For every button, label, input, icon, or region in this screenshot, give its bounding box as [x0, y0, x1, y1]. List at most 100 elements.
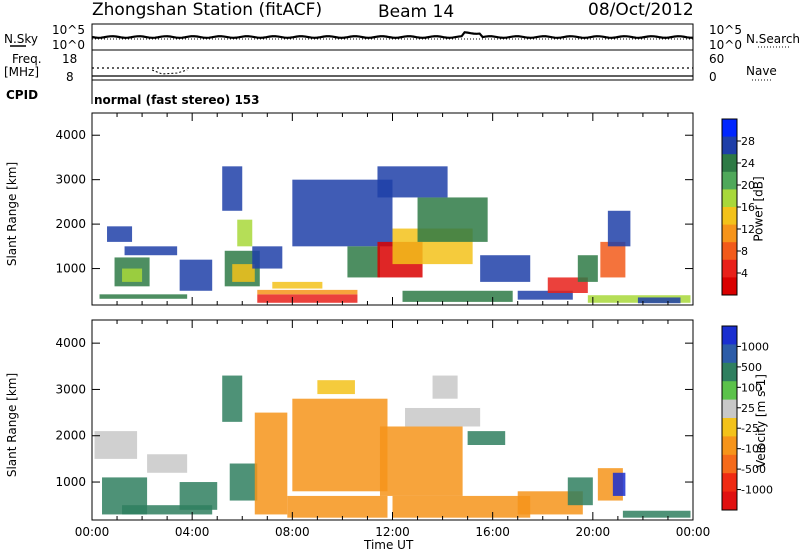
power-scatter-region — [402, 290, 513, 302]
power-scatter-region — [600, 241, 626, 278]
freq-label: Freq. — [12, 52, 42, 66]
colorbar-segment — [722, 473, 737, 493]
colorbar-segment — [722, 326, 737, 345]
colorbar-segment — [722, 259, 737, 278]
colorbar-tick-label: 16 — [741, 201, 755, 214]
x-tick-label: 12:00 — [375, 525, 410, 539]
nsky-right-tick-bottom: 10^0 — [709, 38, 742, 52]
y-tick-label: 4000 — [55, 128, 86, 142]
power-scatter-region — [377, 166, 448, 198]
power-scatter-region — [637, 297, 681, 304]
colorbar-frame — [721, 325, 738, 511]
colorbar-tick-label: 100 — [741, 381, 762, 394]
colorbar-segment — [722, 136, 737, 155]
velocity-scatter-region — [147, 454, 188, 473]
x-tick-label: 16:00 — [475, 525, 510, 539]
colorbar-tick-label: 24 — [741, 157, 755, 170]
nsky-label: N.Sky — [4, 32, 39, 46]
velocity-scatter-region — [432, 375, 458, 399]
power-scatter-region — [347, 246, 380, 278]
velocity-scatter-region — [229, 463, 258, 501]
x-axis-label: Time UT — [364, 538, 414, 552]
colorbar-tick-label: 25 — [741, 402, 755, 415]
freq-unit-label: [MHz] — [4, 65, 40, 79]
colorbar-segment — [722, 362, 737, 382]
x-tick-label: 20:00 — [576, 525, 611, 539]
power-scatter-region — [124, 246, 178, 256]
colorbar-segment — [722, 381, 737, 401]
power-scatter-region — [237, 219, 253, 247]
colorbar-tick-label: -100 — [741, 443, 766, 456]
nsearch-label: N.Search — [746, 32, 800, 46]
chart-title: Zhongshan Station (fitACF) — [92, 0, 323, 20]
velocity-scatter-region — [254, 412, 288, 515]
colorbar-tick-label: -1000 — [741, 484, 773, 497]
colorbar-tick-label: 20 — [741, 179, 755, 192]
velocity-scatter-region — [222, 375, 243, 422]
nsky-tick-top: 10^5 — [52, 23, 85, 37]
velocity-scatter-region — [405, 407, 481, 427]
power-scatter-region — [179, 259, 213, 291]
velocity-scatter-region — [379, 426, 463, 496]
colorbar-tick-label: 4 — [741, 267, 748, 280]
colorbar-segment — [722, 171, 737, 190]
velocity-scatter-region — [287, 495, 388, 518]
freq-tick-bottom: 8 — [66, 70, 74, 84]
colorbar-segment — [722, 242, 737, 261]
nsky-tick-bottom: 10^0 — [52, 38, 85, 52]
velocity-scatter-region — [317, 380, 355, 395]
freq-tick-top: 18 — [62, 52, 78, 66]
colorbar-tick-label: 28 — [741, 135, 755, 148]
velocity-scatter-region — [622, 510, 691, 518]
colorbar-segment — [722, 224, 737, 243]
colorbar-segment — [722, 436, 737, 456]
mode-text: normal (fast stereo) 153 — [94, 93, 260, 107]
power-scatter-region — [517, 290, 573, 300]
colorbar-tick-label: -25 — [741, 422, 759, 435]
x-tick-label: 04:00 — [175, 525, 210, 539]
velocity-scatter-region — [179, 482, 218, 510]
velocity-scatter-region — [467, 431, 506, 445]
nsky-right-tick-top: 10^5 — [709, 23, 742, 37]
power-scatter-region — [257, 294, 358, 303]
colorbar-segment — [722, 399, 737, 419]
velocity-scatter-region — [612, 472, 626, 496]
velocity-scatter-region — [292, 398, 388, 492]
colorbar-segment — [722, 454, 737, 474]
summary-panel-frame — [91, 49, 694, 81]
colorbar-segment — [722, 418, 737, 437]
x-tick-label: 08:00 — [275, 525, 310, 539]
power-scatter-region — [122, 268, 143, 282]
velocity-scatter-region — [567, 477, 593, 506]
date-label: 08/Oct/2012 — [588, 0, 694, 20]
y-tick-label: 1000 — [55, 262, 86, 276]
velocity-scatter-region — [392, 495, 531, 518]
freq-dip — [151, 69, 188, 75]
y-tick-label: 3000 — [55, 173, 86, 187]
cpid-label: CPID — [6, 88, 39, 102]
power-scatter-region — [272, 281, 323, 289]
y-tick-label: 2000 — [55, 429, 86, 443]
colorbar-tick-label: 8 — [741, 245, 748, 258]
nave-tick-bottom: 0 — [709, 70, 717, 84]
velocity-scatter-region — [94, 431, 138, 459]
y-tick-label: 3000 — [55, 382, 86, 396]
power-scatter-region — [99, 294, 188, 299]
colorbar-tick-label: -500 — [741, 463, 766, 476]
colorbar-segment — [722, 119, 737, 138]
y-tick-label: 1000 — [55, 475, 86, 489]
colorbar-tick-label: 1000 — [741, 340, 769, 353]
y-tick-label: 4000 — [55, 336, 86, 350]
velocity-scatter-region — [122, 505, 213, 515]
x-tick-label: 00:00 — [676, 525, 711, 539]
x-tick-label: 00:00 — [75, 525, 110, 539]
nave-label: Nave — [746, 64, 777, 78]
colorbar-segment — [722, 189, 737, 208]
nave-tick-top: 60 — [709, 52, 725, 66]
colorbar-tick-label: 500 — [741, 361, 762, 374]
power-scatter-region — [577, 255, 598, 282]
power-scatter-region — [292, 179, 393, 247]
colorbar-segment — [722, 491, 737, 511]
colorbar-segment — [722, 207, 737, 226]
